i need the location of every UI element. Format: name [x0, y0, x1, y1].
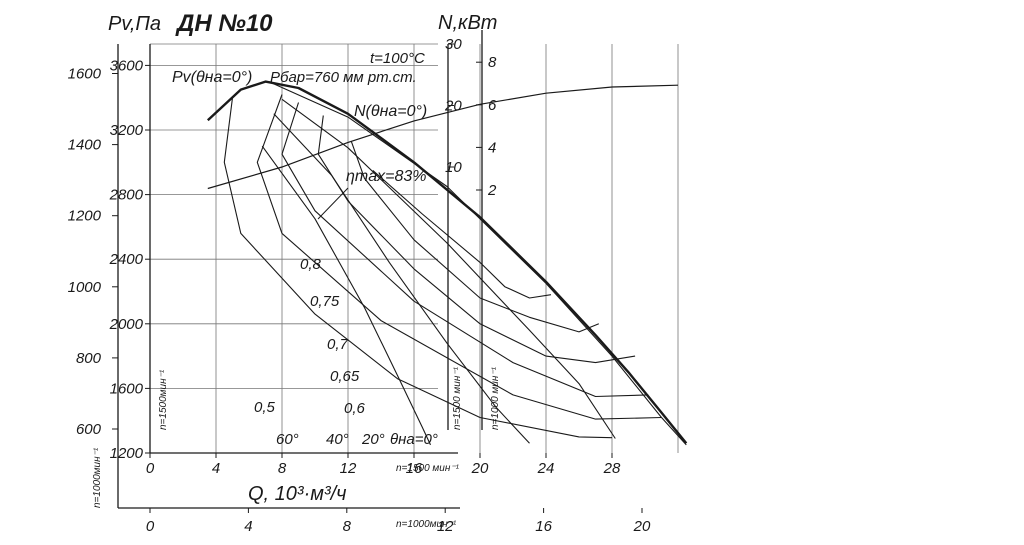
- x1500-tick-label: 4: [212, 460, 220, 477]
- angle-curve: [273, 113, 530, 444]
- chart-title: ДН №10: [175, 10, 273, 37]
- x1500-tick-label: 12: [340, 460, 357, 477]
- eta-max-leader: [317, 187, 349, 220]
- efficiency-label: 0,65: [330, 368, 360, 385]
- pv1000-tick-label: 800: [76, 350, 102, 367]
- pv-axis-label: Pv,Па: [108, 13, 161, 35]
- pv1500-tick-label: 3600: [110, 57, 144, 74]
- x-axis-label: Q, 10³·м³/ч: [248, 483, 347, 505]
- n1500-tick-label: 10: [445, 159, 462, 176]
- eta-max-label: ηmax=83%: [346, 168, 426, 185]
- angle-curve: [261, 145, 431, 446]
- n1500-speed-label: n=1500 мин⁻¹: [452, 366, 463, 430]
- x1500-tick-label: 20: [471, 460, 489, 477]
- pv1500-tick-label: 1600: [110, 380, 144, 397]
- efficiency-label: 0,6: [344, 400, 366, 417]
- efficiency-contour: [256, 94, 662, 420]
- n1500-tick-label: 20: [444, 98, 462, 115]
- pv1000-tick-label: 1600: [68, 66, 102, 83]
- efficiency-label: 0,75: [310, 293, 340, 310]
- efficiency-contour: [372, 169, 552, 299]
- angle-label: 40°: [326, 431, 349, 448]
- condition-temperature: t=100°C: [370, 50, 425, 67]
- x1000-tick-label: 8: [343, 518, 352, 535]
- n-axis-label: N,кВт: [438, 12, 497, 34]
- ticks: 0 4 8 12 16 20 24 280 4 8 12 16 20120016002000240028…: [68, 36, 651, 535]
- x1500-tick-label: 0: [146, 460, 155, 477]
- x1000-tick-label: 12: [437, 518, 454, 535]
- x1000-tick-label: 4: [244, 518, 252, 535]
- axes: [117, 30, 483, 509]
- x1500-tick-label: 16: [406, 460, 423, 477]
- x1000-tick-label: 16: [535, 518, 552, 535]
- n1000-tick-label: 8: [488, 54, 497, 71]
- n-curve-label: N(θна=0°): [354, 103, 427, 120]
- pv1500-tick-label: 2800: [109, 187, 144, 204]
- efficiency-contour: [223, 97, 613, 439]
- x1000-tick-label: 0: [146, 518, 155, 535]
- pv1000-tick-label: 1400: [68, 137, 102, 154]
- pv1500-tick-label: 3200: [110, 122, 144, 139]
- pv-curve-label: Pv(θна=0°): [172, 69, 252, 86]
- efficiency-contour: [350, 141, 600, 333]
- pv1500-tick-label: 2000: [109, 316, 144, 333]
- pv1000-tick-label: 600: [76, 421, 102, 438]
- efficiency-contour: [317, 115, 636, 364]
- angle-label: 20°: [361, 431, 385, 448]
- angle-label: 60°: [276, 431, 299, 448]
- n1000-tick-label: 6: [488, 97, 497, 114]
- pv1500-tick-label: 2400: [109, 251, 144, 268]
- x1500-tick-label: 8: [278, 460, 287, 477]
- n-curve-0deg: [207, 84, 679, 190]
- n1500-tick-label: 30: [445, 36, 462, 53]
- x1000-tick-label: 20: [633, 518, 651, 535]
- n1000-speed-label: n=1000 мин⁻¹: [490, 366, 501, 430]
- efficiency-label: 0,7: [327, 336, 349, 353]
- x1000-speed-label: n=1000мин⁻¹: [396, 519, 457, 530]
- pv1000-tick-label: 1000: [68, 279, 102, 296]
- x1500-tick-label: 28: [603, 460, 621, 477]
- x1500-tick-label: 24: [537, 460, 555, 477]
- curves: 0,8 0,75 0,7 0,65 0,6 0,560° 40° 20° θна=0°: [206, 80, 688, 448]
- y1000-speed-label: n=1000мин⁻¹: [92, 447, 103, 508]
- pv-curve-0deg: [206, 80, 688, 445]
- efficiency-contour: [281, 102, 649, 398]
- pv1500-tick-label: 1200: [110, 445, 144, 462]
- n1000-tick-label: 4: [488, 139, 496, 156]
- n1000-tick-label: 2: [487, 182, 497, 199]
- angle-label: θна=0°: [390, 431, 438, 448]
- pv1000-tick-label: 1200: [68, 208, 102, 225]
- angle-curve: [281, 98, 616, 439]
- y1500-speed-label: n=1500мин⁻¹: [158, 369, 169, 430]
- efficiency-label: 0,5: [254, 399, 276, 416]
- grid: [150, 43, 679, 454]
- efficiency-label: 0,8: [300, 256, 322, 273]
- condition-pressure: Pбар=760 мм рт.ст.: [270, 69, 417, 86]
- x1500-speed-label: n=1500 мин⁻¹: [396, 463, 460, 474]
